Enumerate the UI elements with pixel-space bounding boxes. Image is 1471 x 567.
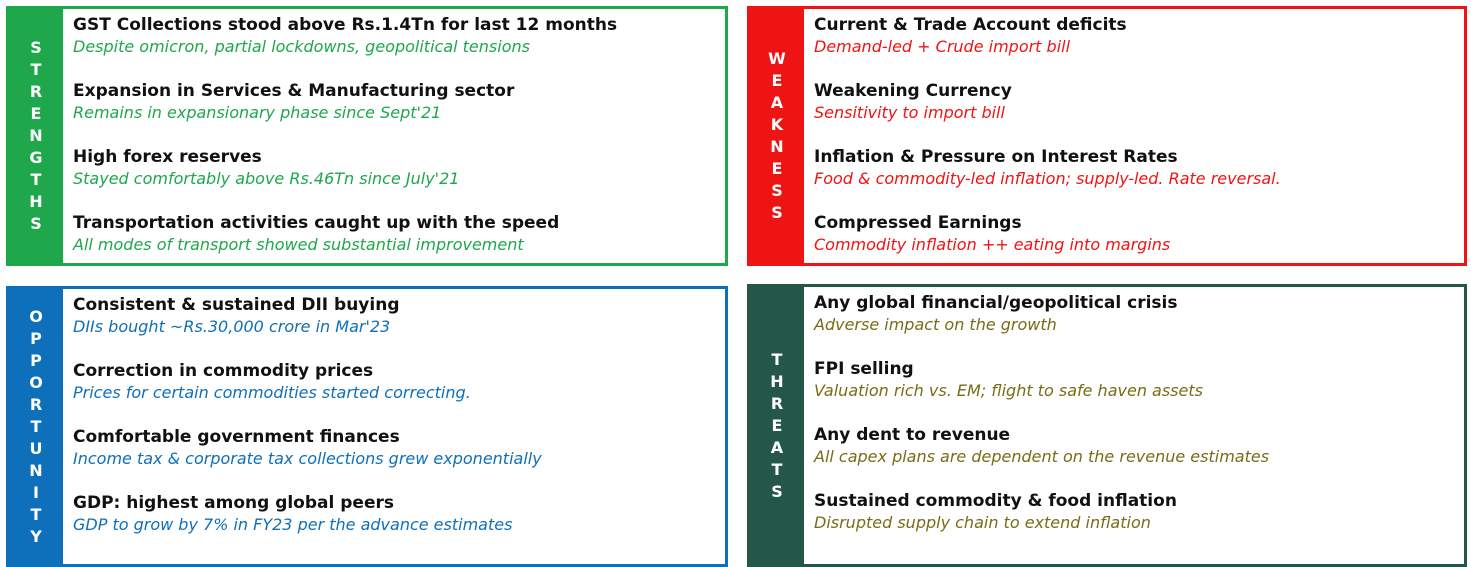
item-detail: Remains in expansionary phase since Sept… — [73, 103, 442, 122]
item-title: Any global financial/geopolitical crisis — [814, 293, 1178, 313]
strength-item: Transportation activities caught up with… — [73, 212, 725, 278]
item-title: GDP: highest among global peers — [73, 493, 394, 513]
item-title: Comfortable government finances — [73, 427, 400, 447]
label-letter: W — [768, 49, 786, 68]
opportunity-items: Consistent & sustained DII buying DIIs b… — [63, 289, 725, 564]
label-letter: E — [30, 104, 42, 123]
item-detail: All modes of transport showed substantia… — [73, 235, 524, 254]
label-letter: O — [29, 372, 43, 392]
label-letter: R — [29, 82, 43, 101]
item-title: Expansion in Services & Manufacturing se… — [73, 81, 515, 101]
threat-item: Sustained commodity & food inflation Dis… — [814, 490, 1464, 556]
label-letter: E — [771, 159, 783, 178]
item-title: Weakening Currency — [814, 81, 1012, 101]
item-title: High forex reserves — [73, 147, 262, 167]
label-letter: I — [33, 482, 39, 502]
opportunity-item: Comfortable government finances Income t… — [73, 426, 725, 492]
item-detail: Sensitivity to import bill — [814, 103, 1005, 122]
label-letter: H — [29, 192, 43, 211]
opportunity-item: Consistent & sustained DII buying DIIs b… — [73, 294, 725, 360]
item-detail: Stayed comfortably above Rs.46Tn since J… — [73, 169, 460, 188]
opportunity-item: GDP: highest among global peers GDP to g… — [73, 492, 725, 558]
label-letter: S — [771, 481, 783, 501]
label-letter: T — [30, 504, 42, 524]
strengths-items: GST Collections stood above Rs.1.4Tn for… — [63, 9, 725, 263]
item-detail: Disrupted supply chain to extend inflati… — [814, 513, 1151, 532]
item-title: Transportation activities caught up with… — [73, 213, 560, 233]
item-detail: DIIs bought ~Rs.30,000 crore in Mar'23 — [73, 317, 391, 336]
label-letter: S — [771, 203, 783, 222]
label-letter: A — [770, 437, 784, 457]
label-letter: P — [30, 328, 42, 348]
label-letter: T — [30, 60, 42, 79]
item-detail: Income tax & corporate tax collections g… — [73, 449, 542, 468]
item-title: Current & Trade Account deficits — [814, 15, 1127, 35]
item-detail: Food & commodity-led inflation; supply-l… — [814, 169, 1281, 188]
strength-item: Expansion in Services & Manufacturing se… — [73, 80, 725, 146]
label-letter: K — [770, 115, 784, 134]
label-letter: R — [29, 394, 43, 414]
label-letter: H — [770, 371, 784, 391]
label-letter: S — [771, 181, 783, 200]
label-letter: E — [771, 415, 783, 435]
item-detail: All capex plans are dependent on the rev… — [814, 447, 1270, 466]
item-title: Inflation & Pressure on Interest Rates — [814, 147, 1178, 167]
strength-item: High forex reserves Stayed comfortably a… — [73, 146, 725, 212]
item-detail: Adverse impact on the growth — [814, 315, 1057, 334]
weakness-item: Inflation & Pressure on Interest Rates F… — [814, 146, 1464, 212]
label-letter: A — [770, 93, 784, 112]
item-detail: Demand-led + Crude import bill — [814, 37, 1071, 56]
item-title: Consistent & sustained DII buying — [73, 295, 400, 315]
label-letter: T — [30, 416, 42, 436]
threats-items: Any global financial/geopolitical crisis… — [804, 287, 1464, 564]
weakness-item: Weakening Currency Sensitivity to import… — [814, 80, 1464, 146]
item-title: Correction in commodity prices — [73, 361, 374, 381]
label-letter: S — [30, 38, 42, 57]
item-title: Sustained commodity & food inflation — [814, 491, 1177, 511]
weakness-item: Compressed Earnings Commodity inflation … — [814, 212, 1464, 278]
label-letter: T — [771, 459, 783, 479]
label-letter: G — [29, 148, 43, 167]
label-letter: O — [29, 306, 43, 326]
item-detail: GDP to grow by 7% in FY23 per the advanc… — [73, 515, 513, 534]
label-letter: N — [29, 126, 43, 145]
label-letter: U — [29, 438, 43, 458]
label-letter: R — [770, 393, 784, 413]
threat-item: FPI selling Valuation rich vs. EM; fligh… — [814, 358, 1464, 424]
label-letter: N — [29, 460, 43, 480]
threat-item: Any global financial/geopolitical crisis… — [814, 292, 1464, 358]
weakness-item: Current & Trade Account deficits Demand-… — [814, 14, 1464, 80]
item-title: GST Collections stood above Rs.1.4Tn for… — [73, 15, 618, 35]
label-letter: P — [30, 350, 42, 370]
label-letter: Y — [30, 526, 42, 546]
label-letter: T — [771, 349, 783, 369]
item-title: FPI selling — [814, 359, 914, 379]
strength-item: GST Collections stood above Rs.1.4Tn for… — [73, 14, 725, 80]
weakness-items: Current & Trade Account deficits Demand-… — [804, 9, 1464, 263]
item-detail: Valuation rich vs. EM; flight to safe ha… — [814, 381, 1203, 400]
item-detail: Commodity inflation ++ eating into margi… — [814, 235, 1171, 254]
item-detail: Prices for certain commodities started c… — [73, 383, 471, 402]
label-letter: N — [770, 137, 784, 156]
opportunity-item: Correction in commodity prices Prices fo… — [73, 360, 725, 426]
label-letter: E — [771, 71, 783, 90]
item-title: Compressed Earnings — [814, 213, 1022, 233]
label-letter: T — [30, 170, 42, 189]
label-letter: S — [30, 214, 42, 233]
threat-item: Any dent to revenue All capex plans are … — [814, 424, 1464, 490]
item-title: Any dent to revenue — [814, 425, 1011, 445]
item-detail: Despite omicron, partial lockdowns, geop… — [73, 37, 530, 56]
